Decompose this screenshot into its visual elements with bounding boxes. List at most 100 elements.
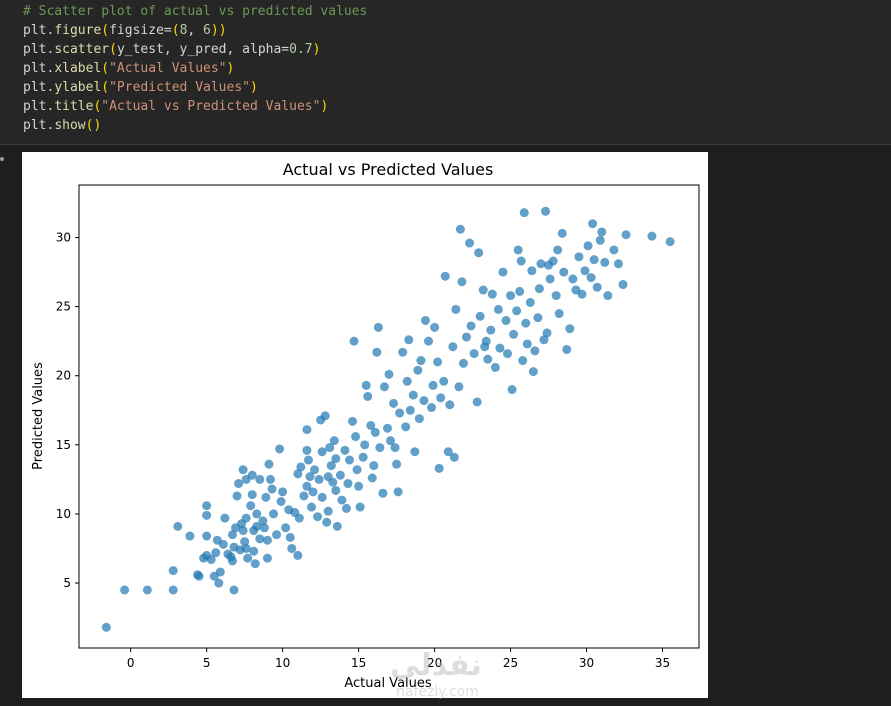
data-point xyxy=(509,329,519,339)
data-point xyxy=(595,235,605,245)
data-point xyxy=(586,273,596,283)
data-point xyxy=(281,523,291,533)
data-point xyxy=(340,445,350,455)
data-point xyxy=(227,530,237,540)
data-point xyxy=(262,553,272,563)
code-token: ) xyxy=(312,42,321,57)
data-point xyxy=(465,238,475,248)
code-token: ( xyxy=(171,23,180,38)
y-tick-label: 30 xyxy=(56,231,71,245)
x-tick-label: 25 xyxy=(503,656,518,670)
code-token: 0.7 xyxy=(289,42,313,57)
data-point xyxy=(395,408,405,418)
code-line: plt.ylabel("Predicted Values") xyxy=(23,78,367,97)
data-point xyxy=(262,535,272,545)
data-point xyxy=(366,420,376,430)
code-editor[interactable]: # Scatter plot of actual vs predicted va… xyxy=(23,2,367,135)
data-point xyxy=(351,432,361,442)
data-point xyxy=(513,245,523,255)
data-point xyxy=(457,277,467,287)
data-point xyxy=(483,354,493,364)
data-point xyxy=(528,367,538,377)
code-token: figsize= xyxy=(109,23,172,38)
plot-frame xyxy=(78,184,700,649)
data-point xyxy=(506,291,516,301)
data-point xyxy=(516,256,526,266)
data-point xyxy=(472,397,482,407)
code-cell[interactable]: # Scatter plot of actual vs predicted va… xyxy=(0,0,891,145)
data-point xyxy=(551,291,561,301)
data-point xyxy=(574,252,584,262)
code-token: ( xyxy=(101,80,110,95)
data-point xyxy=(202,501,212,511)
data-point xyxy=(142,585,152,595)
data-point xyxy=(247,470,257,480)
data-point xyxy=(243,553,253,563)
data-point xyxy=(534,284,544,294)
data-point xyxy=(541,206,551,216)
data-point xyxy=(269,509,279,519)
data-point xyxy=(323,506,333,516)
data-point xyxy=(241,513,251,523)
data-point xyxy=(487,289,497,299)
y-tick-label: 5 xyxy=(63,576,71,590)
x-tick-label: 0 xyxy=(127,656,135,670)
data-point xyxy=(360,440,370,450)
data-point xyxy=(544,260,554,270)
data-point xyxy=(559,267,569,277)
data-point xyxy=(448,342,458,352)
code-token: # Scatter plot of actual vs predicted va… xyxy=(23,4,368,19)
code-token: plt. xyxy=(23,80,55,95)
data-point xyxy=(443,447,453,457)
code-line: plt.xlabel("Actual Values") xyxy=(23,59,367,78)
data-point xyxy=(414,414,424,424)
code-token: ylabel xyxy=(54,80,102,95)
y-tick-label: 10 xyxy=(56,507,71,521)
data-point xyxy=(250,559,260,569)
code-token: "Actual Values" xyxy=(109,61,227,76)
data-point xyxy=(592,282,602,292)
data-point xyxy=(218,539,228,549)
code-token: ) xyxy=(210,23,219,38)
data-point xyxy=(557,228,567,238)
code-token: plt. xyxy=(23,99,55,114)
data-point xyxy=(331,485,341,495)
data-point xyxy=(539,335,549,345)
data-point xyxy=(428,380,438,390)
data-point xyxy=(317,447,327,457)
data-point xyxy=(285,532,295,542)
data-point xyxy=(337,495,347,505)
data-point xyxy=(355,502,365,512)
plot-figure: 0 5 10 15 20 25 30 35 5 10 15 20 25 30 Actual vs Pred… xyxy=(22,152,708,698)
data-point xyxy=(101,622,111,632)
data-point xyxy=(427,403,437,413)
data-point xyxy=(519,208,529,218)
data-point xyxy=(302,445,312,455)
data-point xyxy=(232,491,242,501)
code-token: () xyxy=(85,118,102,133)
data-point xyxy=(214,578,224,588)
x-tick-label: 20 xyxy=(427,656,442,670)
data-point xyxy=(227,556,237,566)
data-point xyxy=(613,259,623,269)
data-point xyxy=(588,219,598,229)
data-point xyxy=(293,550,303,560)
data-point xyxy=(430,322,440,332)
data-point xyxy=(194,571,204,581)
data-point xyxy=(378,488,388,498)
data-point xyxy=(402,376,412,386)
data-point xyxy=(307,502,316,512)
data-point xyxy=(379,382,389,392)
data-point xyxy=(373,322,383,332)
data-point xyxy=(255,534,265,544)
data-point xyxy=(597,227,607,237)
code-token: ) xyxy=(250,80,258,95)
data-point xyxy=(455,224,465,234)
code-line: plt.show() xyxy=(23,116,367,135)
data-point xyxy=(265,474,275,484)
data-point xyxy=(424,336,434,346)
data-point xyxy=(238,526,248,536)
code-token: , xyxy=(187,23,204,38)
data-point xyxy=(363,391,373,401)
data-point xyxy=(398,347,408,357)
